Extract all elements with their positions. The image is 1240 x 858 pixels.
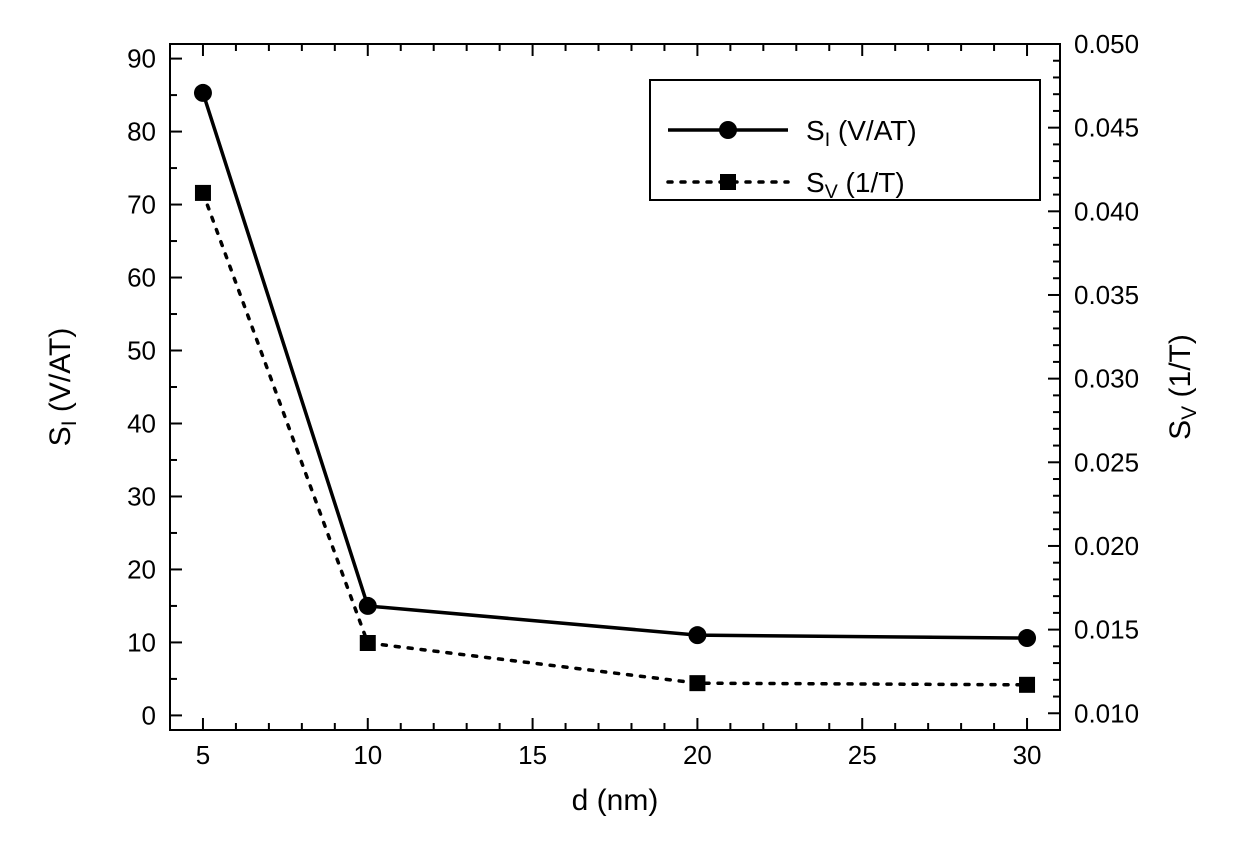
- y-left-tick-label: 30: [127, 481, 156, 511]
- x-tick-label: 25: [848, 740, 877, 770]
- marker-square: [1019, 677, 1035, 693]
- y-right-tick-label: 0.025: [1074, 447, 1139, 477]
- x-tick-label: 10: [353, 740, 382, 770]
- y-left-tick-label: 50: [127, 336, 156, 366]
- x-axis-label: d (nm): [572, 784, 659, 817]
- y-left-axis-label: SI (V/AT): [44, 328, 81, 447]
- y-left-tick-label: 70: [127, 190, 156, 220]
- y-left-tick-label: 20: [127, 554, 156, 584]
- y-left-tick-label: 80: [127, 117, 156, 147]
- marker-square: [195, 185, 211, 201]
- svg-text:SV (1/T): SV (1/T): [1164, 334, 1201, 440]
- y-right-axis-label: SV (1/T): [1164, 334, 1201, 440]
- marker-circle: [194, 84, 212, 102]
- marker-square: [360, 635, 376, 651]
- marker-circle: [688, 626, 706, 644]
- legend-label: SV (1/T): [806, 167, 905, 203]
- y-left-tick-label: 90: [127, 44, 156, 74]
- x-tick-label: 15: [518, 740, 547, 770]
- y-left-tick-label: 10: [127, 627, 156, 657]
- chart-svg: 5 10 15 20 25 30 d (nm) 0 10 20 30 40 50 60 70 80 90 SI (…: [0, 0, 1240, 858]
- y-right-tick-label: 0.010: [1074, 698, 1139, 728]
- y-right-tick-label: 0.030: [1074, 364, 1139, 394]
- legend-label: SI (V/AT): [806, 115, 917, 151]
- y-right-tick-label: 0.045: [1074, 113, 1139, 143]
- x-tick-label: 20: [683, 740, 712, 770]
- svg-text:SI (V/AT): SI (V/AT): [44, 328, 81, 447]
- y-left-tick-label: 60: [127, 263, 156, 293]
- y-right-tick-label: 0.035: [1074, 280, 1139, 310]
- marker-circle: [1018, 629, 1036, 647]
- y-right-tick-label: 0.040: [1074, 196, 1139, 226]
- x-tick-label: 30: [1013, 740, 1042, 770]
- dual-axis-line-chart: 5 10 15 20 25 30 d (nm) 0 10 20 30 40 50 60 70 80 90 SI (…: [0, 0, 1240, 858]
- marker-circle: [359, 597, 377, 615]
- y-right-tick-label: 0.020: [1074, 531, 1139, 561]
- x-tick-label: 5: [196, 740, 210, 770]
- y-left-tick-label: 0: [142, 700, 156, 730]
- y-right-tick-label: 0.015: [1074, 615, 1139, 645]
- marker-square: [689, 675, 705, 691]
- y-right-tick-label: 0.050: [1074, 29, 1139, 59]
- legend: SI (V/AT) SV (1/T): [650, 80, 1040, 203]
- y-left-tick-label: 40: [127, 408, 156, 438]
